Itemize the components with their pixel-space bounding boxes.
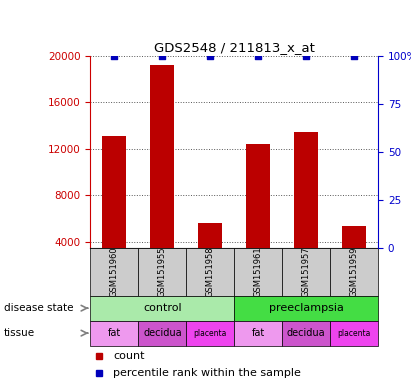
Bar: [234, 248, 282, 296]
Bar: [282, 248, 330, 296]
Bar: [234, 321, 282, 346]
Bar: [282, 321, 330, 346]
Text: GSM151959: GSM151959: [350, 247, 359, 297]
Text: decidua: decidua: [287, 328, 326, 338]
Bar: [342, 225, 366, 288]
Text: placenta: placenta: [337, 329, 371, 338]
Text: preeclampsia: preeclampsia: [269, 303, 344, 313]
Text: count: count: [113, 351, 145, 361]
Bar: [198, 223, 222, 288]
Point: [159, 53, 166, 59]
Bar: [90, 321, 139, 346]
Bar: [139, 321, 186, 346]
Point: [111, 53, 118, 59]
Bar: [186, 321, 234, 346]
Bar: [90, 296, 234, 321]
Bar: [90, 248, 139, 296]
Text: percentile rank within the sample: percentile rank within the sample: [113, 368, 301, 378]
Text: tissue: tissue: [4, 328, 35, 338]
Text: placenta: placenta: [194, 329, 227, 338]
Bar: [139, 248, 186, 296]
Text: GSM151961: GSM151961: [254, 247, 263, 297]
Bar: [234, 296, 378, 321]
Point: [351, 53, 358, 59]
Text: GSM151960: GSM151960: [110, 247, 119, 297]
Point: [207, 53, 214, 59]
Text: control: control: [143, 303, 182, 313]
Title: GDS2548 / 211813_x_at: GDS2548 / 211813_x_at: [154, 41, 315, 55]
Bar: [246, 144, 270, 288]
Text: GSM151957: GSM151957: [302, 247, 311, 297]
Point: [255, 53, 261, 59]
Bar: [102, 136, 127, 288]
Point: [303, 53, 309, 59]
Bar: [150, 65, 174, 288]
Bar: [330, 321, 378, 346]
Text: GSM151955: GSM151955: [158, 247, 167, 297]
Bar: [294, 132, 318, 288]
Text: GSM151958: GSM151958: [206, 247, 215, 297]
Bar: [330, 248, 378, 296]
Text: disease state: disease state: [4, 303, 74, 313]
Text: fat: fat: [252, 328, 265, 338]
Text: decidua: decidua: [143, 328, 182, 338]
Bar: [186, 248, 234, 296]
Text: fat: fat: [108, 328, 121, 338]
